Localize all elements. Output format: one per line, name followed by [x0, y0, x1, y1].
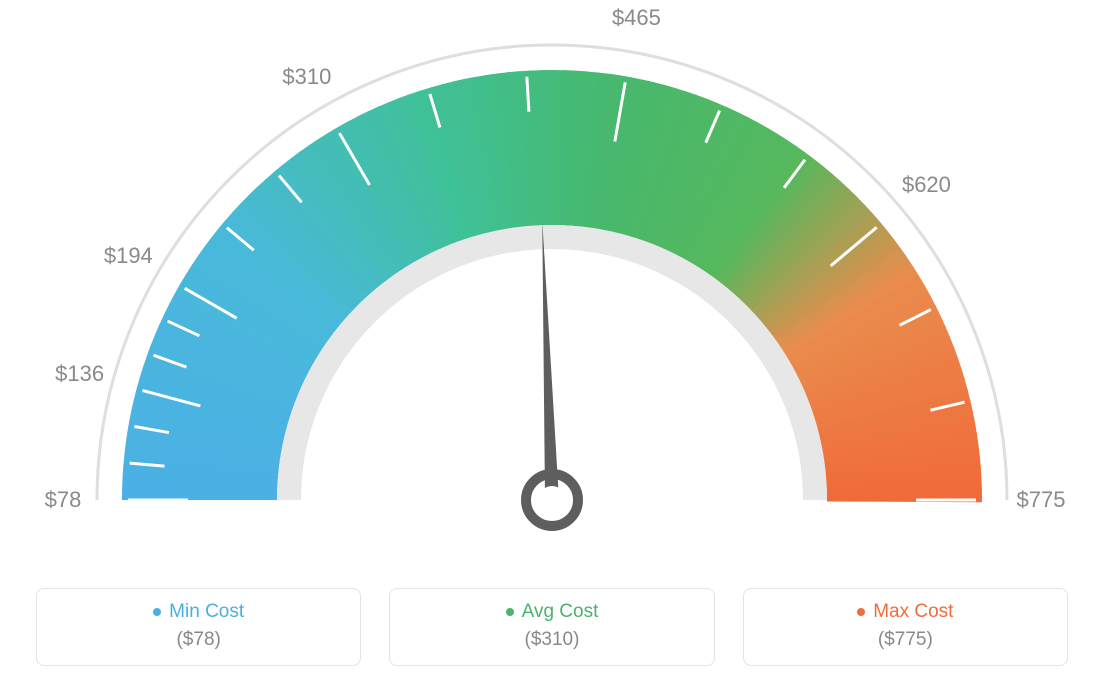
legend-label-max: Max Cost — [873, 601, 953, 623]
legend-value-avg: ($310) — [525, 629, 580, 651]
legend-value-min: ($78) — [176, 629, 220, 651]
gauge-tick-label: $775 — [1017, 487, 1066, 513]
circle-icon — [506, 608, 514, 616]
legend-label-avg: Avg Cost — [522, 601, 599, 623]
gauge-tick-label: $465 — [612, 5, 661, 31]
legend-card-max: Max Cost ($775) — [743, 588, 1068, 666]
gauge-tick-label: $310 — [282, 64, 331, 90]
cost-gauge-widget: $78 $136 $194 $310 $465 $620 $775 Min Cost ($7… — [0, 0, 1104, 690]
legend-card-min: Min Cost ($78) — [36, 588, 361, 666]
gauge-tick-label: $620 — [902, 172, 951, 198]
circle-icon — [153, 608, 161, 616]
legend-label-min: Min Cost — [169, 601, 244, 623]
gauge-tick-label: $78 — [45, 487, 82, 513]
legend-row: Min Cost ($78) Avg Cost ($310) Max Cost … — [36, 588, 1068, 666]
gauge-chart — [0, 0, 1104, 560]
gauge-tick-label: $194 — [104, 243, 153, 269]
legend-value-max: ($775) — [878, 629, 933, 651]
legend-card-avg: Avg Cost ($310) — [389, 588, 714, 666]
circle-icon — [857, 608, 865, 616]
gauge-tick-label: $136 — [55, 361, 104, 387]
